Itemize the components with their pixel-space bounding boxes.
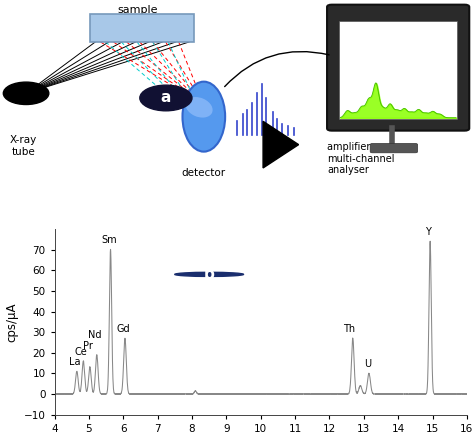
Text: Sm: Sm	[101, 235, 117, 245]
FancyBboxPatch shape	[90, 14, 194, 42]
FancyBboxPatch shape	[327, 5, 469, 130]
Text: sample: sample	[117, 5, 158, 15]
Text: Y: Y	[426, 227, 431, 237]
Circle shape	[175, 272, 244, 276]
FancyBboxPatch shape	[370, 143, 418, 153]
Text: Th: Th	[343, 324, 356, 334]
Text: a: a	[161, 90, 171, 105]
Y-axis label: cps/µA: cps/µA	[5, 302, 18, 342]
Polygon shape	[263, 121, 299, 168]
Ellipse shape	[182, 82, 225, 152]
Text: Ce: Ce	[74, 347, 87, 357]
FancyArrowPatch shape	[225, 51, 329, 86]
Text: amplifier and
multi-channel
analyser: amplifier and multi-channel analyser	[327, 142, 394, 175]
Text: b: b	[204, 267, 215, 282]
Text: Pr: Pr	[82, 341, 92, 351]
Text: X-ray
tube: X-ray tube	[10, 135, 37, 157]
Text: U: U	[364, 359, 371, 369]
FancyBboxPatch shape	[339, 21, 457, 119]
Ellipse shape	[185, 97, 213, 118]
Text: detector: detector	[182, 168, 226, 178]
Circle shape	[3, 82, 49, 105]
Text: La: La	[69, 357, 80, 367]
Text: Nd: Nd	[88, 330, 101, 340]
Text: Gd: Gd	[117, 324, 130, 334]
Circle shape	[140, 85, 192, 111]
